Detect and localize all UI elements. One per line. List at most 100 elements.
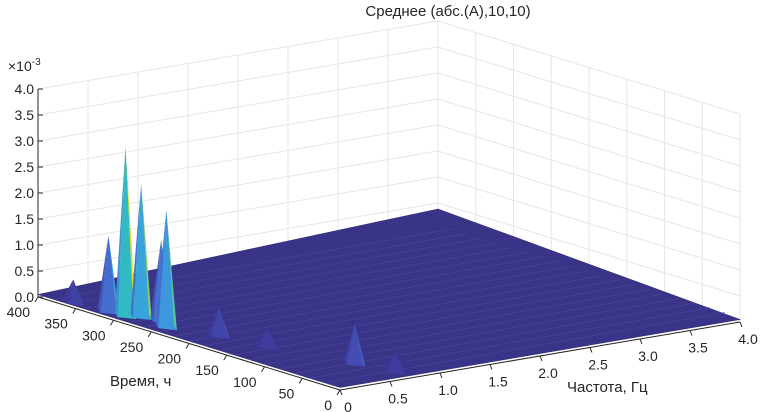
surface-peak: [258, 327, 278, 350]
x-tick-label: 3.0: [638, 348, 658, 364]
grid-line: [37, 150, 439, 220]
grid-line: [437, 46, 741, 141]
surface-peak: [354, 324, 366, 367]
grid-line: [37, 20, 439, 90]
y-tick-label: 0: [324, 397, 332, 412]
x-tick-label: 2.5: [588, 357, 608, 373]
surface-peak: [394, 352, 406, 375]
y-axis-label: Время, ч: [110, 373, 171, 390]
x-tick-mark: [339, 389, 343, 396]
y-tick-label: 200: [158, 351, 182, 367]
grid-line: [437, 98, 741, 193]
z-tick-label: 4.0: [15, 81, 35, 97]
surface-peak: [166, 209, 177, 331]
surface-ripple: [309, 307, 710, 379]
surface-ripple: [128, 251, 529, 323]
surface-ripple: [158, 260, 559, 332]
surface-ripple: [234, 284, 635, 356]
z-tick-label: 0.5: [15, 263, 35, 279]
y-tick-label: 100: [233, 374, 257, 390]
surface-peak: [346, 324, 366, 367]
y-tick-mark: [147, 331, 152, 338]
x-tick-mark: [639, 338, 643, 345]
y-tick-label: 50: [279, 385, 295, 401]
y-tick-mark: [72, 308, 77, 314]
y-tick-label: 150: [195, 362, 219, 378]
z-tick-label: 3.5: [15, 107, 35, 123]
grid-line: [37, 46, 439, 116]
surface-peak: [100, 235, 119, 315]
grid-line: [437, 124, 741, 219]
y-tick-mark: [34, 296, 39, 303]
grid-line: [437, 150, 741, 245]
x-tick-mark: [739, 321, 743, 328]
surface-peak: [130, 184, 142, 318]
surface-peak: [133, 184, 152, 320]
z-tick-label: 2.0: [15, 185, 35, 201]
grid-line: [37, 98, 439, 168]
grid-line: [37, 176, 439, 246]
grid-line: [437, 20, 741, 115]
chart-title: Среднее (абс.(A),10,10): [365, 3, 530, 20]
x-tick-mark: [539, 355, 543, 362]
surface-peak: [208, 307, 219, 338]
grid-line: [437, 202, 741, 297]
surface-peak: [266, 327, 278, 350]
x-tick-mark: [489, 364, 493, 370]
surface-ripple: [83, 237, 484, 309]
surface-ripple: [249, 288, 650, 360]
surface-plot: [36, 146, 742, 388]
x-tick-label: 1.0: [438, 382, 458, 398]
x-tick-label: 2.0: [538, 365, 558, 381]
surface-peak: [97, 235, 109, 313]
surface-peak: [219, 307, 230, 340]
grid-line: [37, 124, 439, 194]
y-tick-mark: [261, 366, 265, 373]
surface-peak: [125, 146, 137, 319]
surface-peak: [155, 209, 167, 329]
surface-peak: [158, 209, 177, 331]
x-tick-label: 1.5: [488, 374, 508, 390]
surface-peak: [73, 279, 84, 307]
y-tick-label: 250: [120, 339, 144, 355]
axes: 0.0 0.5 1.0 1.5 2.0 2.5 3.0 3.5 4.0 0 0.5 1.0 1.5 2.0…: [7, 81, 758, 412]
surface-peak: [211, 307, 230, 340]
x-tick-label: 0: [344, 399, 352, 412]
y-tick-mark: [336, 389, 341, 396]
surface-ripple: [143, 256, 544, 328]
grid-line: [437, 176, 741, 271]
surface-peak: [384, 352, 395, 373]
surface-peak: [344, 324, 355, 365]
surface-ripple: [173, 265, 574, 337]
surface-peak: [386, 352, 406, 375]
y-tick-label: 350: [44, 316, 68, 332]
y-tick-mark: [110, 319, 114, 326]
y-tick-mark: [185, 343, 190, 349]
surface-ripple: [264, 293, 665, 365]
x-tick-label: 0.5: [388, 391, 408, 407]
x-axis-label: Частота, Гц: [567, 379, 648, 396]
grid-line: [37, 72, 439, 142]
x-tick-mark: [589, 347, 593, 353]
surface-peak: [114, 146, 126, 318]
z-tick-label: 3.0: [15, 133, 35, 149]
surface-peak: [68, 279, 84, 307]
z-tick-label: 0.0: [15, 289, 35, 305]
surface-peak: [256, 327, 267, 348]
y-tick-label: 300: [82, 327, 106, 343]
y-tick-mark: [298, 378, 303, 384]
z-tick-label: 1.0: [15, 237, 35, 253]
y-tick-label: 400: [7, 304, 31, 320]
grid-line: [437, 72, 741, 167]
x-tick-label: 4.0: [738, 331, 758, 347]
z-exponent: ×10-3: [8, 57, 41, 74]
surface-peak: [117, 146, 137, 319]
y-tick-mark: [223, 354, 228, 361]
z-tick-label: 2.5: [15, 159, 35, 175]
z-tick-label: 1.5: [15, 211, 35, 227]
surface-ripple: [219, 279, 620, 351]
surface-ripple: [113, 246, 514, 319]
x-tick-label: 3.5: [688, 340, 708, 356]
surface-peak: [141, 184, 152, 320]
